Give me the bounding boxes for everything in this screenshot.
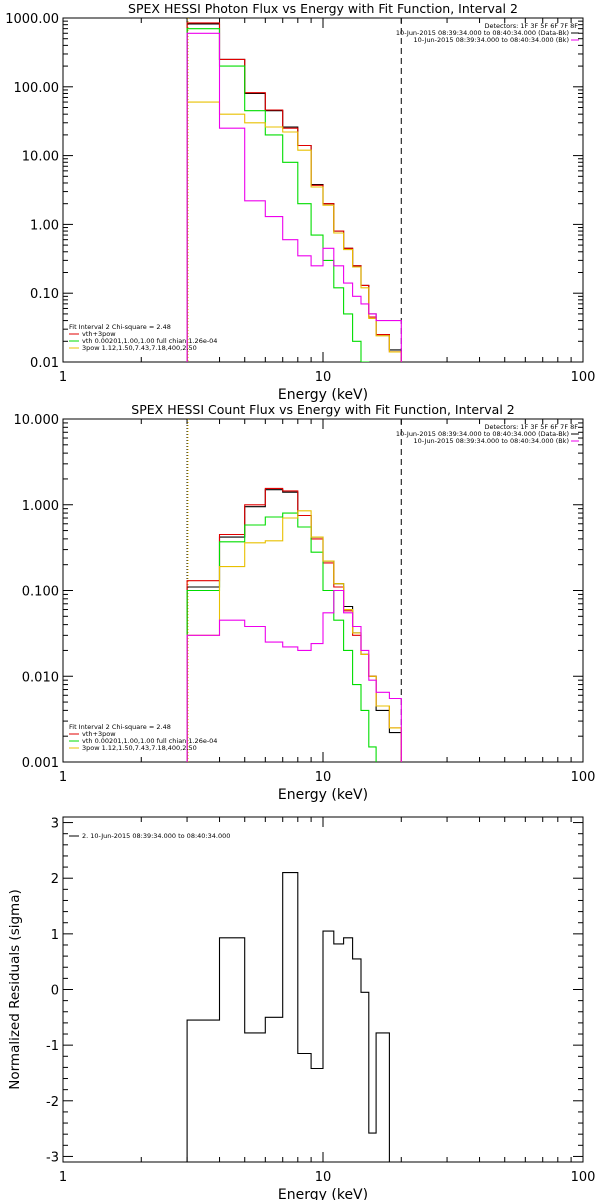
x-tick-label: 1 <box>59 770 67 785</box>
legend-left-item: 3pow 1.12,1.50,7.43,7.18,400,2.50 <box>82 744 197 752</box>
x-axis-label: Energy (keV) <box>278 387 368 403</box>
y-tick-label: 0.100 <box>22 585 59 600</box>
y-tick-label: 0.010 <box>22 670 59 685</box>
x-tick-label: 10 <box>315 770 332 785</box>
x-tick-label: 1 <box>59 370 67 385</box>
y-tick-label: 10.000 <box>14 413 60 428</box>
series-line-bk <box>186 589 402 762</box>
legend-right-item: 10-Jun-2015 08:39:34.000 to 08:40:34.000… <box>414 437 569 445</box>
series-line-residuals <box>186 872 390 1162</box>
y-tick-label: 100.00 <box>14 81 60 96</box>
y-tick-label: 10.00 <box>22 150 59 165</box>
legend-left-item: vth 0.00201,1.00,1.00 full chian 1.26e-0… <box>82 337 217 345</box>
y-tick-label: 3 <box>51 817 59 832</box>
series-group <box>186 872 390 1162</box>
chart-title: SPEX HESSI Count Flux vs Energy with Fit… <box>131 402 514 417</box>
series-line-3pow <box>186 101 402 362</box>
x-tick-label: 10 <box>315 370 332 385</box>
series-line-bk <box>186 32 402 362</box>
legend-left-item: vth+3pow <box>82 330 116 338</box>
x-tick-label: 100 <box>571 370 596 385</box>
y-tick-label: -1 <box>46 1039 59 1054</box>
series-line-vth <box>186 512 377 762</box>
chart-1: SPEX HESSI Photon Flux vs Energy with Fi… <box>5 1 595 403</box>
y-tick-label: -2 <box>46 1095 59 1110</box>
y-axis-label: Normalized Residuals (sigma) <box>7 889 23 1090</box>
y-tick-label: 0 <box>51 984 59 999</box>
legend-detectors: Detectors: 1F 3F 5F 6F 7F 8F <box>484 423 578 431</box>
x-axis-label: Energy (keV) <box>278 787 368 803</box>
legend-left-item: vth+3pow <box>82 730 116 738</box>
legend-left-item: 3pow 1.12,1.50,7.43,7.18,400,2.50 <box>82 344 197 352</box>
series-line-3pow <box>186 510 402 762</box>
y-tick-label: 0.10 <box>30 287 59 302</box>
y-tick-label: 2 <box>51 872 59 887</box>
series-group <box>186 22 402 362</box>
chart-2: SPEX HESSI Count Flux vs Energy with Fit… <box>14 402 596 803</box>
x-tick-label: 100 <box>571 1170 596 1185</box>
legend-left-item: 2. 10-Jun-2015 08:39:34.000 to 08:40:34.… <box>82 832 230 840</box>
y-tick-label: 0.001 <box>22 756 59 771</box>
y-tick-label: 1.000 <box>22 499 59 514</box>
legend-left-item: vth 0.00201,1.00,1.00 full chian 1.26e-0… <box>82 737 217 745</box>
y-tick-label: 1000.00 <box>5 12 59 27</box>
series-line-vth-3pow <box>186 22 402 362</box>
y-tick-label: 1.00 <box>30 218 59 233</box>
legend-fit-header: Fit Interval 2 Chi-square = 2.48 <box>69 323 171 331</box>
legend-right-item: 10-Jun-2015 08:39:34.000 to 08:40:34.000… <box>396 29 569 37</box>
x-tick-label: 1 <box>59 1170 67 1185</box>
series-group <box>186 487 402 762</box>
chart-title: SPEX HESSI Photon Flux vs Energy with Fi… <box>128 1 518 16</box>
legend-right-item: 10-Jun-2015 08:39:34.000 to 08:40:34.000… <box>414 36 569 44</box>
legend-detectors: Detectors: 1F 3F 5F 6F 7F 8F <box>484 22 578 30</box>
legend-fit-header: Fit Interval 2 Chi-square = 2.48 <box>69 723 171 731</box>
x-tick-label: 100 <box>571 770 596 785</box>
x-axis-label: Energy (keV) <box>278 1187 368 1200</box>
legend-right-item: 10-Jun-2015 08:39:34.000 to 08:40:34.000… <box>396 430 569 438</box>
y-tick-label: 0.01 <box>30 356 59 371</box>
y-tick-label: 1 <box>51 928 59 943</box>
y-tick-label: -3 <box>46 1150 59 1165</box>
x-tick-label: 10 <box>315 1170 332 1185</box>
